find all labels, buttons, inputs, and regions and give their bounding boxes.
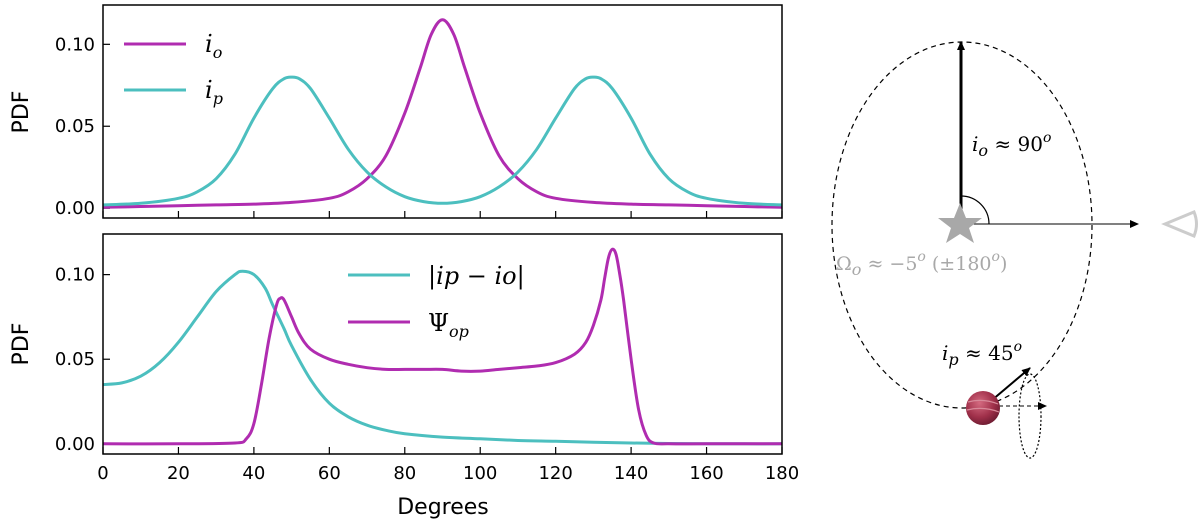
eye-icon [1161,210,1198,238]
y-tick-label: 0.00 [55,434,95,455]
omega-label-sup: o [917,249,925,265]
ip-label-sub: p [948,350,958,369]
bottom-ylabel: PDF [9,323,34,366]
top-x-ticks [102,211,783,218]
top-axes-frame [102,4,783,219]
x-tick-label: 180 [765,463,799,484]
y-tick-label: 0.05 [55,349,95,370]
y-tick-label: 0.05 [55,116,95,137]
ip-label-main: i [942,341,948,365]
io-label-rest: ≈ 90 [988,132,1043,156]
x-tick-label: 140 [614,463,648,484]
top-legend: io ip [124,30,223,108]
omega-label-sub: o [852,260,862,279]
series-line-top-0 [102,18,783,209]
bottom-x-ticks: 0 20 40 60 80 100 120 140 160 180 [97,447,799,484]
legend-ip-main: i [205,76,213,104]
series-line-top-1 [102,75,783,207]
omega-label-main: Ω [836,253,852,275]
planet-bands [966,399,1000,413]
io-label: io ≈ 90o [972,130,1051,160]
legend-ip-sub: p [213,89,223,108]
x-tick-label: 120 [538,463,572,484]
top-ylabel: PDF [9,91,34,134]
legend-io-sub: o [213,43,223,62]
io-label-sup: o [1043,130,1051,146]
bottom-panel: 0.00 0.05 0.10 0 20 40 60 80 100 120 140 160 180 PD… [9,233,799,520]
omega-label-rest: ≈ −5 [861,253,917,275]
y-tick-label: 0.10 [55,34,95,55]
x-tick-label: 0 [97,463,108,484]
bottom-legend: |ip − io| Ψop [348,262,525,341]
legend-io-main: i [205,30,213,58]
bottom-y-ticks: 0.00 0.05 0.10 [55,265,110,455]
x-tick-label: 40 [242,463,265,484]
ip-label: ip ≈ 45o [942,339,1022,369]
x-tick-label: 60 [318,463,341,484]
ip-label-rest: ≈ 45 [959,341,1014,365]
legend-psi-main: Ψ [428,309,449,337]
geometry-diagram: io ≈ 90o Ωo ≈ −5o (±180o) ip ≈ 45o [831,41,1198,459]
top-series [102,18,783,209]
x-tick-label: 160 [689,463,723,484]
legend-label-ip: ip [205,76,223,108]
legend-psi-sub: op [449,322,469,341]
y-tick-label: 0.10 [55,265,95,286]
x-tick-label: 80 [393,463,416,484]
omega-label-paren-sup: o [992,249,1000,265]
omega-label-close: ) [1000,253,1007,275]
legend-label-io: io [205,30,222,62]
precession-ellipse [1018,373,1042,459]
bottom-series [102,247,783,446]
star-icon [938,203,982,243]
bottom-axes-frame [102,233,783,455]
ip-label-sup: o [1014,339,1022,355]
io-label-main: i [972,132,978,156]
legend-label-abs-diff: |ip − io| [428,262,525,291]
series-line-bot-0 [102,269,783,446]
bottom-xlabel: Degrees [397,495,489,520]
io-label-sub: o [978,141,988,160]
omega-label-paren: (±180 [926,253,992,275]
x-tick-label: 100 [463,463,497,484]
top-y-ticks: 0.00 0.05 0.10 [55,34,110,219]
x-tick-label: 20 [167,463,190,484]
legend-label-psi: Ψop [428,309,469,341]
angle-arc [960,195,990,225]
omega-label: Ωo ≈ −5o (±180o) [836,249,1007,279]
y-tick-label: 0.00 [55,198,95,219]
top-panel: 0.000.050.10 PDF io ip [9,4,783,219]
series-line-bot-1 [102,247,782,446]
